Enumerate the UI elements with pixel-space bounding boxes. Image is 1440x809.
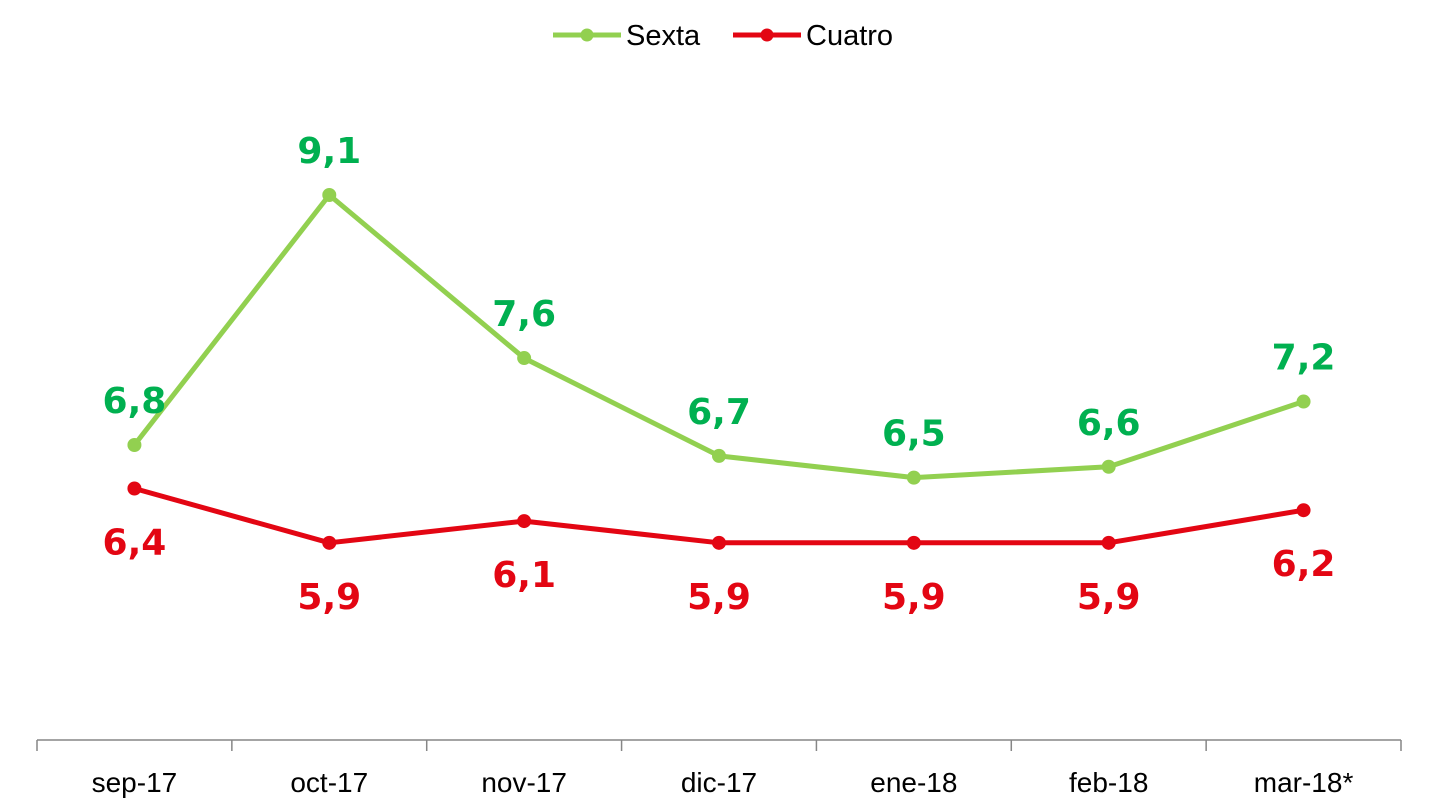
x-tick-label: feb-18 bbox=[1069, 767, 1148, 798]
x-axis: sep-17 oct-17 nov-17 dic-17 ene-18 feb-18 mar-… bbox=[36, 739, 1402, 798]
data-point-cuatro bbox=[1101, 535, 1116, 550]
x-tick-label: ene-18 bbox=[870, 767, 957, 798]
series-line-cuatro bbox=[131, 486, 1307, 546]
data-label-cuatro: 5,9 bbox=[297, 577, 361, 618]
data-point-sexta bbox=[712, 448, 726, 463]
legend-label-sexta: Sexta bbox=[626, 20, 701, 52]
x-tick-label: mar-18* bbox=[1254, 767, 1354, 798]
data-label-sexta: 6,5 bbox=[882, 414, 946, 455]
x-tick-label: dic-17 bbox=[681, 767, 757, 798]
data-labels-layer: 6,8 9,1 7,6 6,7 6,5 6,6 7,2 6,4 5,9 6,1 5,9 5,9 5,9 6… bbox=[103, 131, 1336, 618]
x-tick-label: sep-17 bbox=[92, 767, 178, 798]
data-label-sexta: 9,1 bbox=[297, 131, 361, 172]
data-point-sexta bbox=[127, 438, 142, 453]
legend-marker-cuatro bbox=[760, 28, 774, 42]
data-label-cuatro: 5,9 bbox=[1077, 577, 1141, 618]
chart-legend: Sexta Cuatro bbox=[553, 20, 893, 52]
data-label-cuatro: 6,1 bbox=[492, 555, 556, 596]
data-label-sexta: 6,6 bbox=[1077, 403, 1141, 444]
legend-label-cuatro: Cuatro bbox=[806, 20, 893, 52]
x-tick-label: nov-17 bbox=[481, 767, 567, 798]
data-point-sexta bbox=[1101, 459, 1116, 474]
x-tick-label: oct-17 bbox=[290, 767, 368, 798]
series-layer bbox=[127, 188, 1311, 550]
data-point-cuatro bbox=[322, 535, 337, 550]
data-label-cuatro: 5,9 bbox=[687, 577, 751, 618]
data-point-cuatro bbox=[712, 535, 726, 550]
data-label-sexta: 7,2 bbox=[1272, 338, 1336, 379]
data-point-cuatro bbox=[1296, 503, 1311, 518]
data-point-sexta bbox=[517, 351, 532, 366]
data-point-cuatro bbox=[906, 535, 921, 550]
data-point-cuatro bbox=[127, 481, 142, 496]
data-label-cuatro: 6,4 bbox=[103, 522, 167, 563]
data-label-sexta: 6,8 bbox=[103, 381, 167, 422]
data-point-sexta bbox=[1296, 394, 1311, 409]
data-label-cuatro: 6,2 bbox=[1272, 544, 1336, 585]
data-label-sexta: 6,7 bbox=[687, 392, 751, 433]
data-label-cuatro: 5,9 bbox=[882, 577, 946, 618]
legend-marker-sexta bbox=[580, 28, 594, 42]
data-label-sexta: 7,6 bbox=[492, 294, 556, 335]
data-point-sexta bbox=[322, 188, 337, 202]
data-point-cuatro bbox=[517, 514, 532, 529]
data-point-sexta bbox=[906, 470, 921, 485]
